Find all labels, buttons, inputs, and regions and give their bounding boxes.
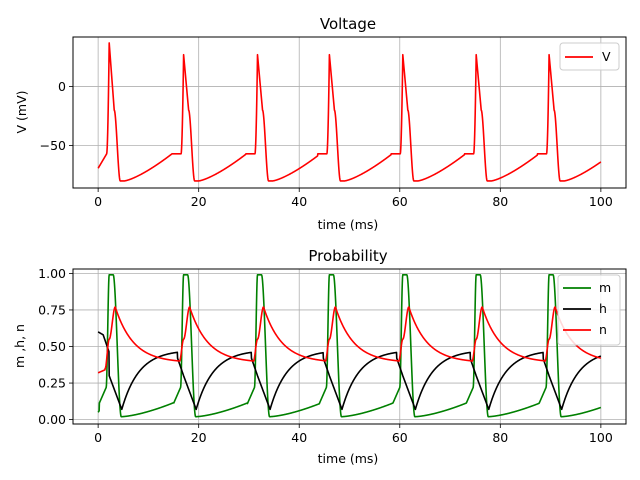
voltage-legend-label-v: V — [602, 49, 611, 64]
x-tick-label: 60 — [392, 194, 408, 209]
x-tick-label: 80 — [492, 430, 508, 445]
voltage-chart: Voltage time (ms) V (mV) 0 20 40 60 80 100 −50… — [14, 15, 627, 232]
series-line-V — [97, 42, 602, 182]
voltage-legend: V — [559, 42, 620, 71]
series-line-n — [97, 306, 602, 374]
x-tick-label: 20 — [191, 194, 207, 209]
probability-legend-label-n: n — [599, 322, 607, 337]
probability-y-axis-label: m ,h, n — [12, 324, 27, 368]
y-tick-label: 1.00 — [38, 266, 66, 281]
x-tick-label: 100 — [589, 194, 613, 209]
y-tick-label: 0.25 — [38, 376, 66, 391]
probability-legend: m h n — [557, 274, 621, 346]
voltage-y-axis-label: V (mV) — [14, 90, 29, 133]
y-tick-label: 0.00 — [38, 412, 66, 427]
probability-legend-label-m: m — [599, 280, 611, 295]
x-tick-label: 40 — [291, 430, 307, 445]
voltage-ticks: 0 20 40 60 80 100 −50 0 — [40, 79, 613, 209]
probability-lines — [97, 274, 602, 418]
voltage-plot-frame — [72, 36, 627, 189]
probability-x-axis-label: time (ms) — [318, 451, 379, 466]
voltage-x-axis-label: time (ms) — [318, 217, 379, 232]
x-tick-label: 0 — [94, 430, 102, 445]
x-tick-label: 40 — [291, 194, 307, 209]
series-line-h — [97, 331, 602, 411]
voltage-chart-title: Voltage — [320, 15, 376, 33]
y-tick-label: 0 — [58, 79, 66, 94]
y-tick-label: 0.75 — [38, 302, 66, 317]
x-tick-label: 20 — [191, 430, 207, 445]
voltage-lines — [97, 42, 602, 182]
x-tick-label: 60 — [392, 430, 408, 445]
x-tick-label: 0 — [94, 194, 102, 209]
probability-ticks: 0 20 40 60 80 100 0.00 0.25 0.50 0.75 1.00 — [38, 266, 613, 445]
probability-chart: Probability time (ms) m ,h, n 0 20 40 60 80 1… — [12, 247, 627, 466]
probability-legend-box — [557, 274, 621, 346]
y-tick-label: −50 — [40, 138, 66, 153]
x-tick-label: 80 — [492, 194, 508, 209]
series-line-m — [97, 274, 602, 418]
x-tick-label: 100 — [589, 430, 613, 445]
probability-legend-label-h: h — [599, 301, 607, 316]
probability-chart-title: Probability — [308, 247, 387, 265]
probability-grid — [73, 269, 626, 424]
y-tick-label: 0.50 — [38, 339, 66, 354]
